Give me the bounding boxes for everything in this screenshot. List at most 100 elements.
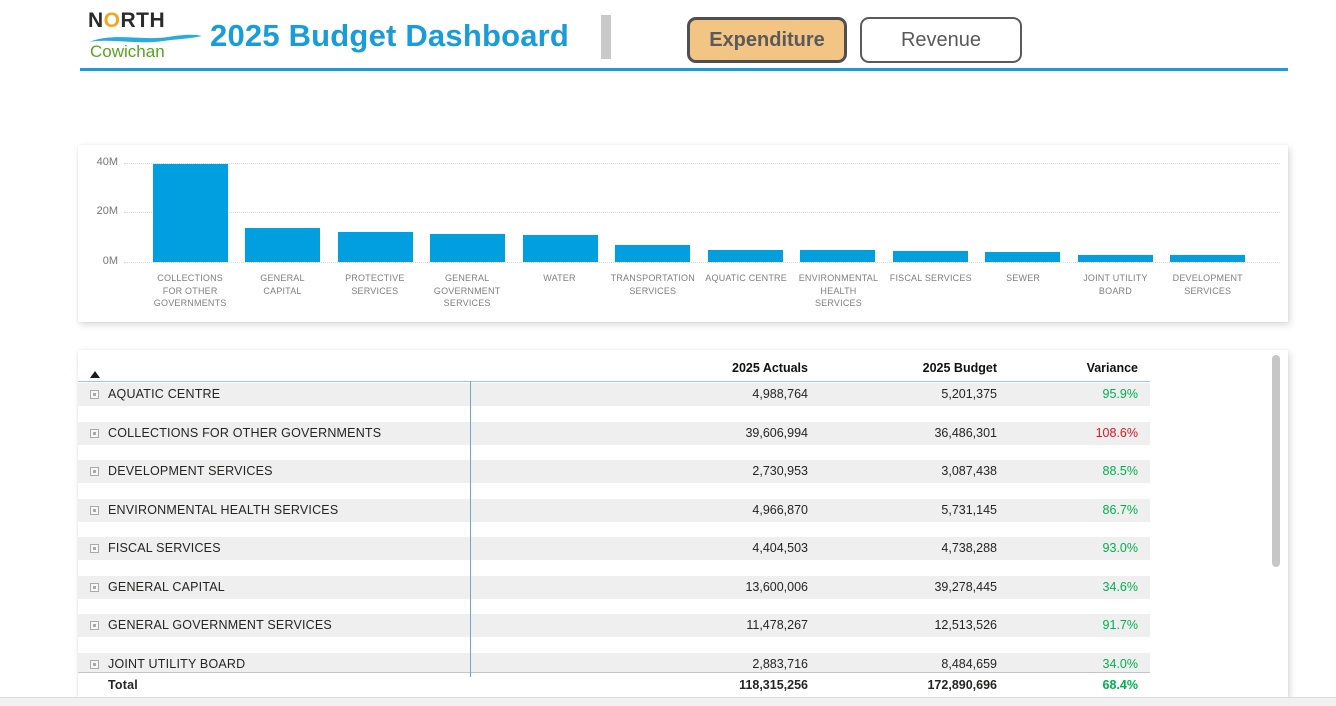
cell-variance: 108.6% — [1095, 425, 1138, 440]
x-axis-label: DEVELOPMENT SERVICES — [1172, 273, 1243, 296]
cell-actuals: 11,478,267 — [746, 618, 808, 632]
title-divider-bar — [601, 15, 611, 59]
bar-environmental-health-services[interactable] — [800, 249, 876, 262]
row-name: COLLECTIONS FOR OTHER GOVERNMENTS — [108, 425, 382, 440]
bar-slot — [422, 145, 515, 262]
expand-icon[interactable] — [90, 505, 99, 515]
gridline-20m — [124, 212, 1280, 213]
north-cowichan-logo: NORTH Cowichan — [88, 9, 206, 65]
row-name: ENVIRONMENTAL HEALTH SERVICES — [108, 502, 339, 517]
table-row[interactable]: FISCAL SERVICES 4,404,503 4,738,288 93.0% — [78, 537, 1150, 560]
cell-actuals: 2,883,716 — [752, 656, 808, 671]
cell-budget: 12,513,526 — [934, 618, 997, 632]
bar-protective-services[interactable] — [337, 232, 413, 262]
expenditure-button[interactable]: Expenditure — [687, 17, 847, 63]
x-axis-label: GENERAL GOVERNMENT SERVICES — [433, 273, 501, 309]
column-header-budget[interactable]: 2025 Budget — [922, 361, 997, 375]
expand-icon[interactable] — [90, 659, 99, 669]
expand-icon[interactable] — [90, 544, 99, 553]
expand-icon[interactable] — [90, 428, 99, 438]
cell-budget: 5,201,375 — [941, 387, 997, 401]
column-header-variance[interactable]: Variance — [1086, 361, 1138, 375]
table-row[interactable]: AQUATIC CENTRE 4,988,764 5,201,375 95.9% — [78, 383, 1150, 406]
row-name: AQUATIC CENTRE — [108, 387, 221, 401]
cell-budget: 4,738,288 — [941, 541, 997, 555]
bar-slot — [1162, 145, 1255, 262]
expand-icon[interactable] — [90, 390, 99, 399]
bar-slot — [514, 145, 607, 262]
total-actuals: 118,315,256 — [739, 678, 808, 692]
table-scrollbar-thumb[interactable] — [1272, 355, 1280, 567]
cell-actuals: 13,600,006 — [745, 579, 808, 594]
x-axis-labels: COLLECTIONS FOR OTHER GOVERNMENTS GENERAL… — [144, 272, 1254, 310]
column-divider-line — [470, 381, 471, 677]
bar-collections-for-other-governments[interactable] — [152, 164, 228, 262]
logo-text-north: NORTH — [88, 9, 166, 32]
cell-actuals: 4,988,764 — [752, 387, 808, 401]
header-divider — [80, 68, 1288, 71]
bar-slot — [237, 145, 330, 262]
expand-icon[interactable] — [90, 582, 99, 592]
bar-development-services[interactable] — [1170, 255, 1246, 262]
bar-slot — [792, 145, 885, 262]
budget-bar-chart: 40M 20M 0M COLLECTIONS FOR OTHER GOVERNM… — [78, 145, 1288, 322]
row-name: GENERAL CAPITAL — [108, 579, 225, 594]
cell-budget: 3,087,438 — [941, 464, 997, 478]
y-axis-tick-20m: 20M — [96, 205, 118, 217]
gridline-40m — [124, 163, 1280, 164]
table-row[interactable]: GENERAL CAPITAL 13,600,006 39,278,445 34.6% — [78, 575, 1150, 599]
wave-icon — [89, 34, 202, 43]
table-row[interactable]: DEVELOPMENT SERVICES 2,730,953 3,087,438 88… — [78, 460, 1150, 483]
bar-general-capital[interactable] — [245, 228, 321, 262]
y-axis-tick-0m: 0M — [102, 255, 118, 267]
table-row[interactable]: JOINT UTILITY BOARD 2,883,716 8,484,659 34.… — [78, 652, 1150, 676]
expand-icon[interactable] — [90, 467, 99, 476]
cell-budget: 5,731,145 — [941, 502, 997, 517]
table-header-row: 2025 Actuals 2025 Budget Variance — [78, 350, 1150, 382]
x-axis-label: COLLECTIONS FOR OTHER GOVERNMENTS — [153, 273, 227, 309]
cell-variance: 34.0% — [1102, 656, 1138, 671]
bar-general-government-services[interactable] — [430, 233, 506, 262]
bottom-strip — [0, 697, 1336, 706]
bar-slot — [329, 145, 422, 262]
page-title: 2025 Budget Dashboard — [210, 18, 570, 53]
bar-slot — [884, 145, 977, 262]
cell-variance: 34.6% — [1102, 579, 1138, 594]
table-row[interactable]: GENERAL GOVERNMENT SERVICES 11,478,267 12,… — [78, 614, 1150, 637]
bar-slot — [144, 145, 237, 262]
cell-budget: 36,486,301 — [934, 425, 997, 440]
y-axis-tick-40m: 40M — [96, 156, 118, 168]
sort-ascending-icon[interactable] — [90, 371, 100, 378]
x-axis-label: JOINT UTILITY BOARD — [1083, 273, 1148, 296]
cell-actuals: 4,966,870 — [752, 502, 808, 517]
bar-sewer[interactable] — [985, 251, 1061, 262]
x-axis-label: TRANSPORTATION SERVICES — [610, 273, 695, 296]
bar-slot — [607, 145, 700, 262]
row-name: FISCAL SERVICES — [108, 541, 221, 555]
table-total-row: Total 118,315,256 172,890,696 68.4% — [78, 672, 1150, 697]
x-axis-label: WATER — [543, 273, 576, 283]
x-axis-label: GENERAL CAPITAL — [260, 273, 305, 296]
row-name: DEVELOPMENT SERVICES — [108, 464, 273, 478]
x-axis-label: AQUATIC CENTRE — [705, 273, 787, 283]
revenue-button[interactable]: Revenue — [860, 17, 1022, 63]
cell-variance: 88.5% — [1102, 464, 1138, 478]
bar-water[interactable] — [522, 234, 598, 262]
bar-joint-utility-board[interactable] — [1077, 254, 1153, 262]
cell-variance: 91.7% — [1102, 618, 1138, 632]
table-row[interactable]: COLLECTIONS FOR OTHER GOVERNMENTS 39,606,… — [78, 421, 1150, 445]
cell-budget: 39,278,445 — [934, 579, 997, 594]
table-row[interactable]: ENVIRONMENTAL HEALTH SERVICES 4,966,870 5,… — [78, 498, 1150, 522]
column-header-actuals[interactable]: 2025 Actuals — [732, 361, 808, 375]
cell-variance: 86.7% — [1102, 502, 1138, 517]
expand-icon[interactable] — [90, 621, 99, 630]
x-axis-label: FISCAL SERVICES — [889, 273, 972, 283]
cell-actuals: 39,606,994 — [745, 425, 808, 440]
bar-transportation-services[interactable] — [615, 245, 691, 262]
bar-aquatic-centre[interactable] — [707, 249, 783, 262]
x-axis-label: PROTECTIVE SERVICES — [345, 273, 405, 296]
bar-plot — [144, 145, 1254, 262]
cell-budget: 8,484,659 — [941, 656, 997, 671]
bar-fiscal-services[interactable] — [892, 251, 968, 262]
